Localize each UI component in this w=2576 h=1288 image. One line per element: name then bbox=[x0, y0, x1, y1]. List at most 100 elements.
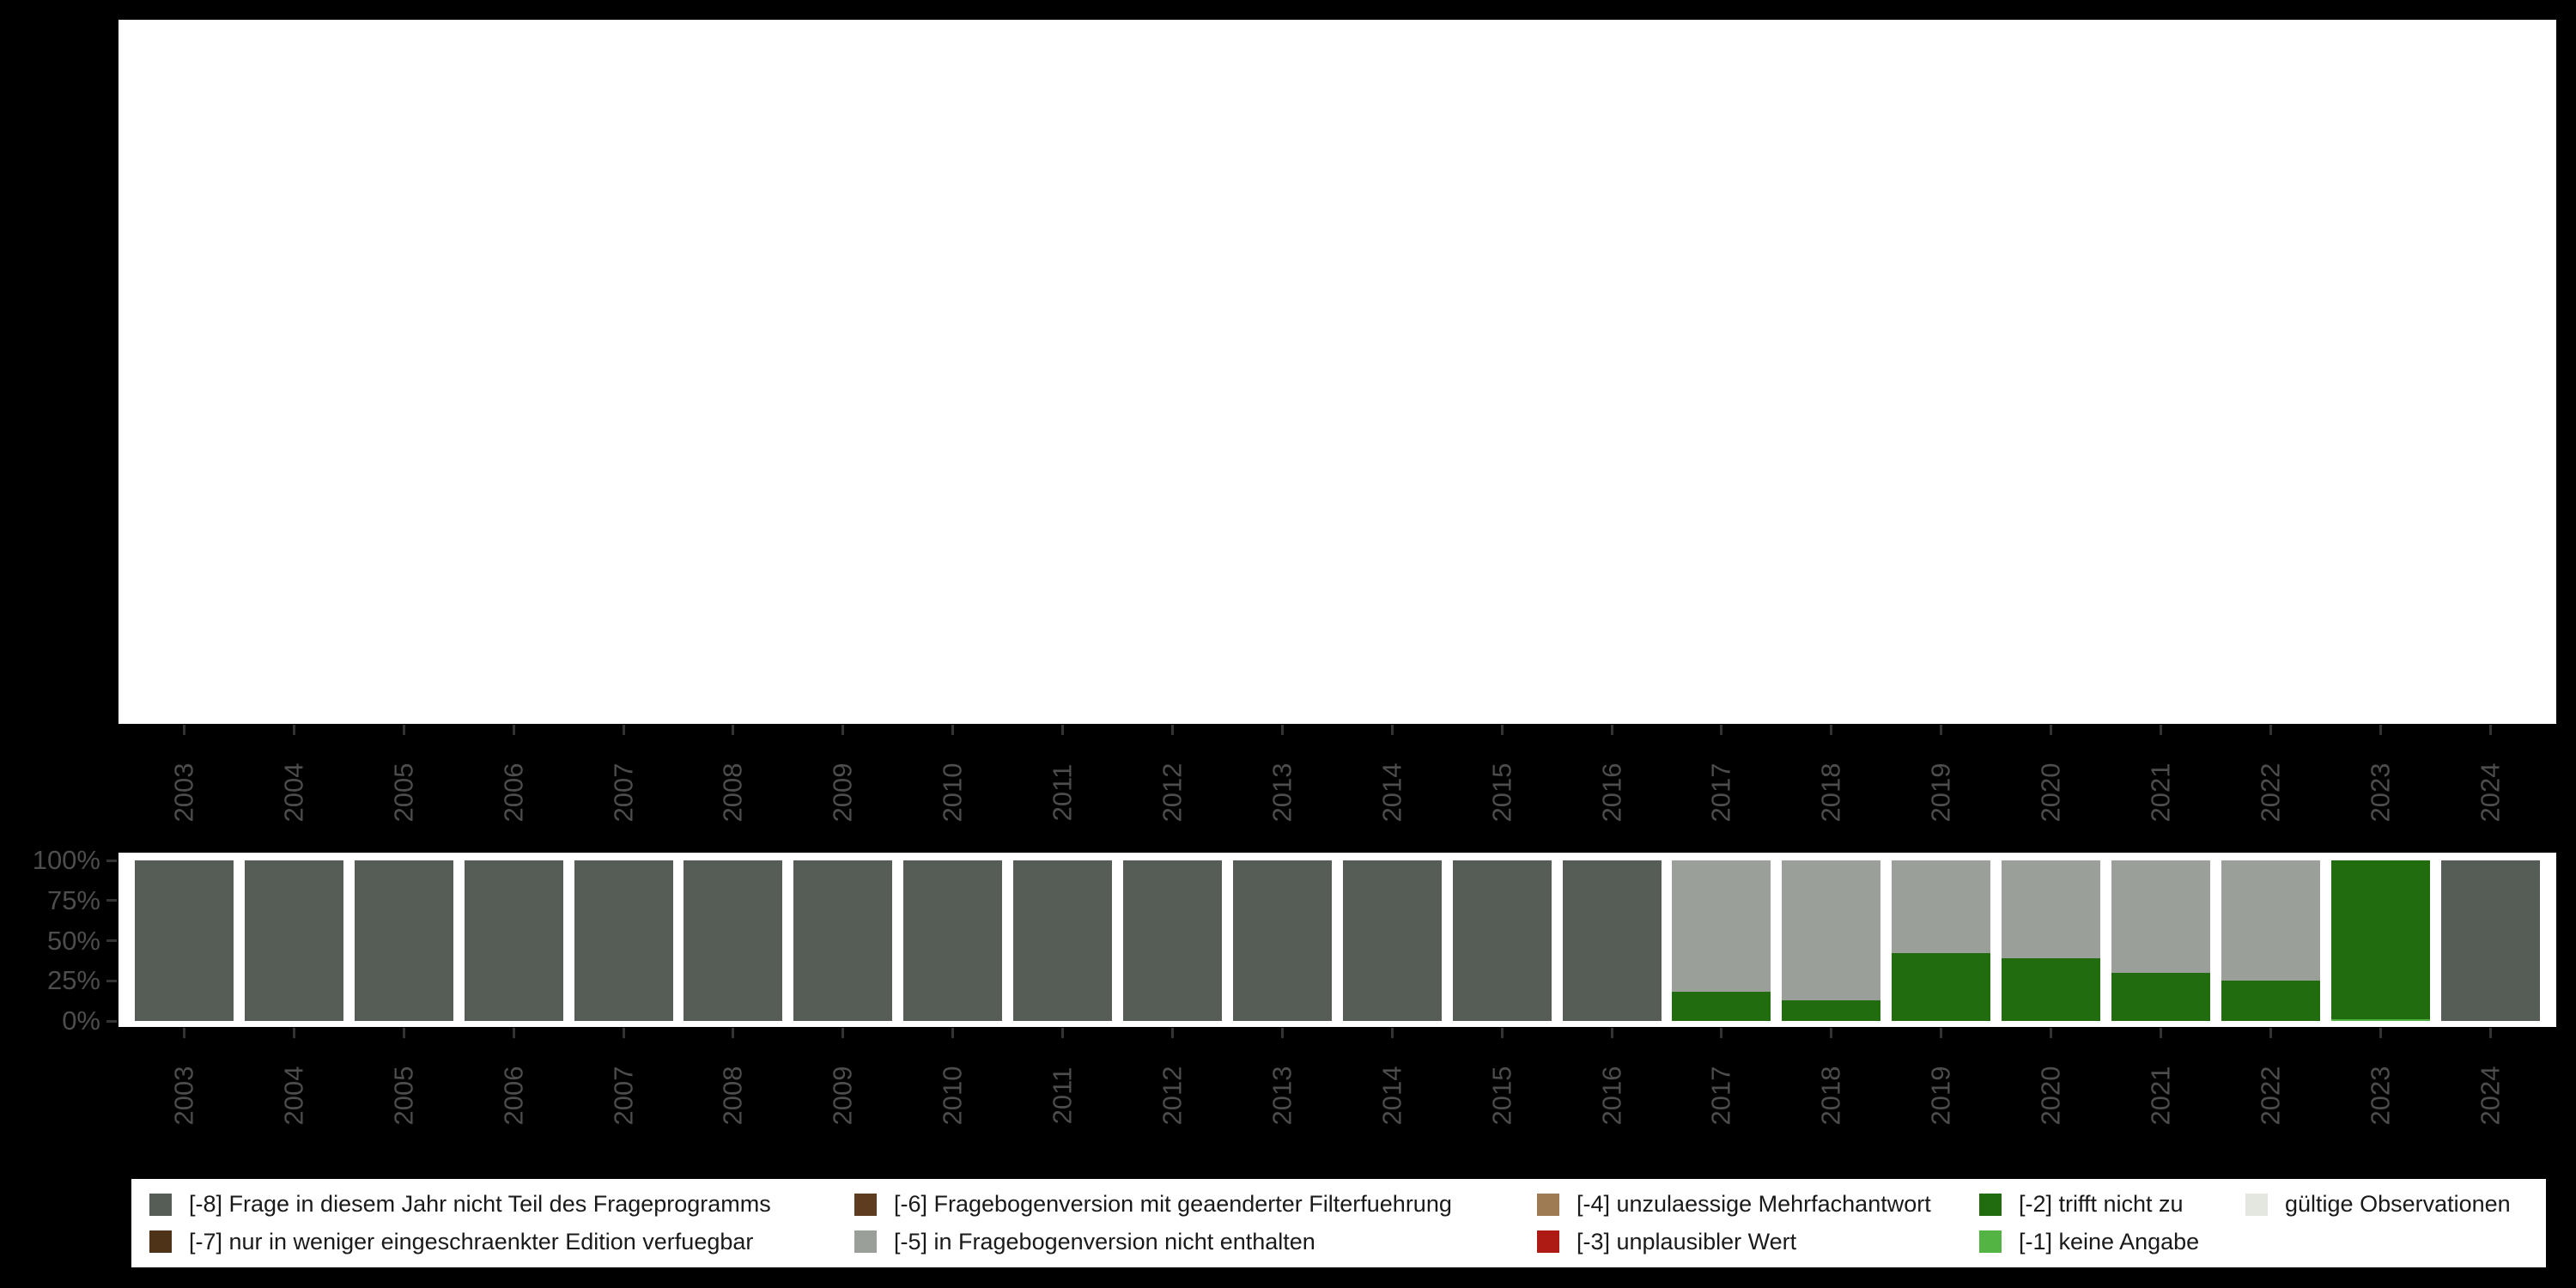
x-axis-label: 2006 bbox=[498, 762, 529, 823]
x-axis-top-ticks bbox=[118, 724, 2556, 735]
bar-segment bbox=[354, 860, 453, 1021]
legend-label: [-2] trifft nicht zu bbox=[2019, 1191, 2184, 1218]
x-axis-label: 2008 bbox=[717, 762, 748, 823]
x-axis-label: 2007 bbox=[608, 1066, 639, 1126]
legend-item: [-4] unzulaessige Mehrfachantwort bbox=[1537, 1191, 1979, 1218]
axis-tick bbox=[1390, 724, 1394, 735]
bar-2023 bbox=[2330, 860, 2430, 1021]
bar-2012 bbox=[1123, 860, 1223, 1021]
legend-swatch bbox=[1537, 1193, 1559, 1216]
x-axis-label: 2017 bbox=[1705, 1066, 1736, 1126]
bar-2014 bbox=[1342, 860, 1442, 1021]
y-axis-label: 100% bbox=[32, 845, 100, 875]
axis-tick bbox=[1171, 1027, 1175, 1038]
legend-label: [-5] in Fragebogenversion nicht enthalte… bbox=[894, 1228, 1315, 1255]
bar-2003 bbox=[135, 860, 234, 1021]
x-axis-label: 2021 bbox=[2145, 762, 2176, 823]
y-axis-label: 0% bbox=[62, 1005, 100, 1036]
axis-tick bbox=[732, 724, 735, 735]
x-axis-label: 2018 bbox=[1815, 762, 1846, 823]
bar-segment bbox=[1562, 860, 1662, 1021]
axis-tick bbox=[841, 724, 845, 735]
x-axis-label: 2009 bbox=[827, 1066, 858, 1126]
axis-tick bbox=[2379, 1027, 2382, 1038]
bar-2017 bbox=[1672, 860, 1771, 1021]
x-axis-label: 2023 bbox=[2365, 762, 2396, 823]
bar-2015 bbox=[1452, 860, 1552, 1021]
x-axis-label: 2024 bbox=[2475, 762, 2506, 823]
x-axis-label: 2020 bbox=[2035, 1066, 2066, 1126]
legend-swatch bbox=[149, 1193, 172, 1216]
legend-swatch bbox=[854, 1230, 877, 1254]
axis-tick bbox=[292, 724, 295, 735]
axis-tick bbox=[106, 939, 117, 942]
bar-2020 bbox=[2002, 860, 2101, 1021]
bar-segment bbox=[464, 860, 563, 1021]
legend-swatch bbox=[1537, 1230, 1559, 1254]
axis-tick bbox=[183, 1027, 185, 1038]
x-axis-bottom-ticks bbox=[118, 1027, 2556, 1038]
axis-tick bbox=[1610, 1027, 1613, 1038]
x-axis-label: 2008 bbox=[717, 1066, 748, 1126]
x-axis-label: 2020 bbox=[2035, 762, 2066, 823]
x-axis-label: 2019 bbox=[1925, 762, 1956, 823]
bar-2018 bbox=[1782, 860, 1881, 1021]
legend-item: [-3] unplausibler Wert bbox=[1537, 1229, 1979, 1255]
bar-2008 bbox=[683, 860, 783, 1021]
axis-tick bbox=[1061, 724, 1065, 735]
legend-swatch bbox=[1979, 1230, 2002, 1254]
x-axis-label: 2014 bbox=[1376, 762, 1407, 823]
bar-segment bbox=[2111, 860, 2211, 973]
y-axis: 100% 75% 50% 25% 0% bbox=[0, 845, 117, 1036]
axis-tick bbox=[2269, 1027, 2272, 1038]
axis-tick bbox=[183, 724, 185, 735]
axis-tick bbox=[1171, 724, 1175, 735]
bar-segment bbox=[1123, 860, 1223, 1021]
legend-item: gültige Observationen bbox=[2245, 1191, 2546, 1218]
bar-segment bbox=[2330, 1019, 2430, 1021]
axis-tick bbox=[2379, 724, 2382, 735]
x-axis-label: 2003 bbox=[168, 762, 199, 823]
bar-2016 bbox=[1562, 860, 1662, 1021]
axis-tick bbox=[1390, 1027, 1394, 1038]
axis-tick bbox=[622, 724, 625, 735]
x-axis-label: 2018 bbox=[1815, 1066, 1846, 1126]
bar-2022 bbox=[2221, 860, 2320, 1021]
empty-facet-panel bbox=[118, 20, 2556, 724]
axis-tick bbox=[2269, 724, 2272, 735]
x-axis-label: 2003 bbox=[168, 1066, 199, 1126]
bar-2021 bbox=[2111, 860, 2211, 1021]
legend-label: [-6] Fragebogenversion mit geaenderter F… bbox=[894, 1191, 1452, 1218]
axis-tick bbox=[402, 1027, 405, 1038]
x-axis-label: 2013 bbox=[1267, 762, 1297, 823]
bar-segment bbox=[683, 860, 783, 1021]
x-axis-label: 2012 bbox=[1157, 762, 1188, 823]
x-axis-label: 2016 bbox=[1596, 762, 1627, 823]
axis-tick bbox=[1940, 1027, 1943, 1038]
plot-panel bbox=[118, 853, 2556, 1027]
axis-tick bbox=[2160, 724, 2163, 735]
legend: [-8] Frage in diesem Jahr nicht Teil des… bbox=[131, 1179, 2546, 1267]
axis-tick bbox=[1500, 724, 1504, 735]
legend-label: [-3] unplausibler Wert bbox=[1577, 1228, 1797, 1255]
x-axis-label: 2017 bbox=[1705, 762, 1736, 823]
x-axis-bottom-labels: 2003 2004 2005 2006 2007 2008 2009 2010 2011 2012… bbox=[118, 1038, 2556, 1153]
legend-item: [-5] in Fragebogenversion nicht enthalte… bbox=[854, 1229, 1537, 1255]
bar-segment bbox=[1342, 860, 1442, 1021]
legend-swatch bbox=[149, 1230, 172, 1254]
x-axis-label: 2021 bbox=[2145, 1066, 2176, 1126]
bar-segment bbox=[2440, 860, 2540, 1021]
x-axis-top-labels: 2003 2004 2005 2006 2007 2008 2009 2010 2011 2012… bbox=[118, 735, 2556, 850]
legend-label: gültige Observationen bbox=[2285, 1191, 2511, 1218]
bar-2010 bbox=[903, 860, 1003, 1021]
bar-segment bbox=[574, 860, 673, 1021]
bar-segment bbox=[2002, 958, 2101, 1021]
bar-segment bbox=[244, 860, 343, 1021]
axis-tick bbox=[292, 1027, 295, 1038]
bar-segment bbox=[2111, 972, 2211, 1021]
bar-segment bbox=[1892, 953, 1991, 1021]
x-axis-label: 2013 bbox=[1267, 1066, 1297, 1126]
legend-label: [-4] unzulaessige Mehrfachantwort bbox=[1577, 1191, 1931, 1218]
bar-2024 bbox=[2440, 860, 2540, 1021]
axis-tick bbox=[1500, 1027, 1504, 1038]
